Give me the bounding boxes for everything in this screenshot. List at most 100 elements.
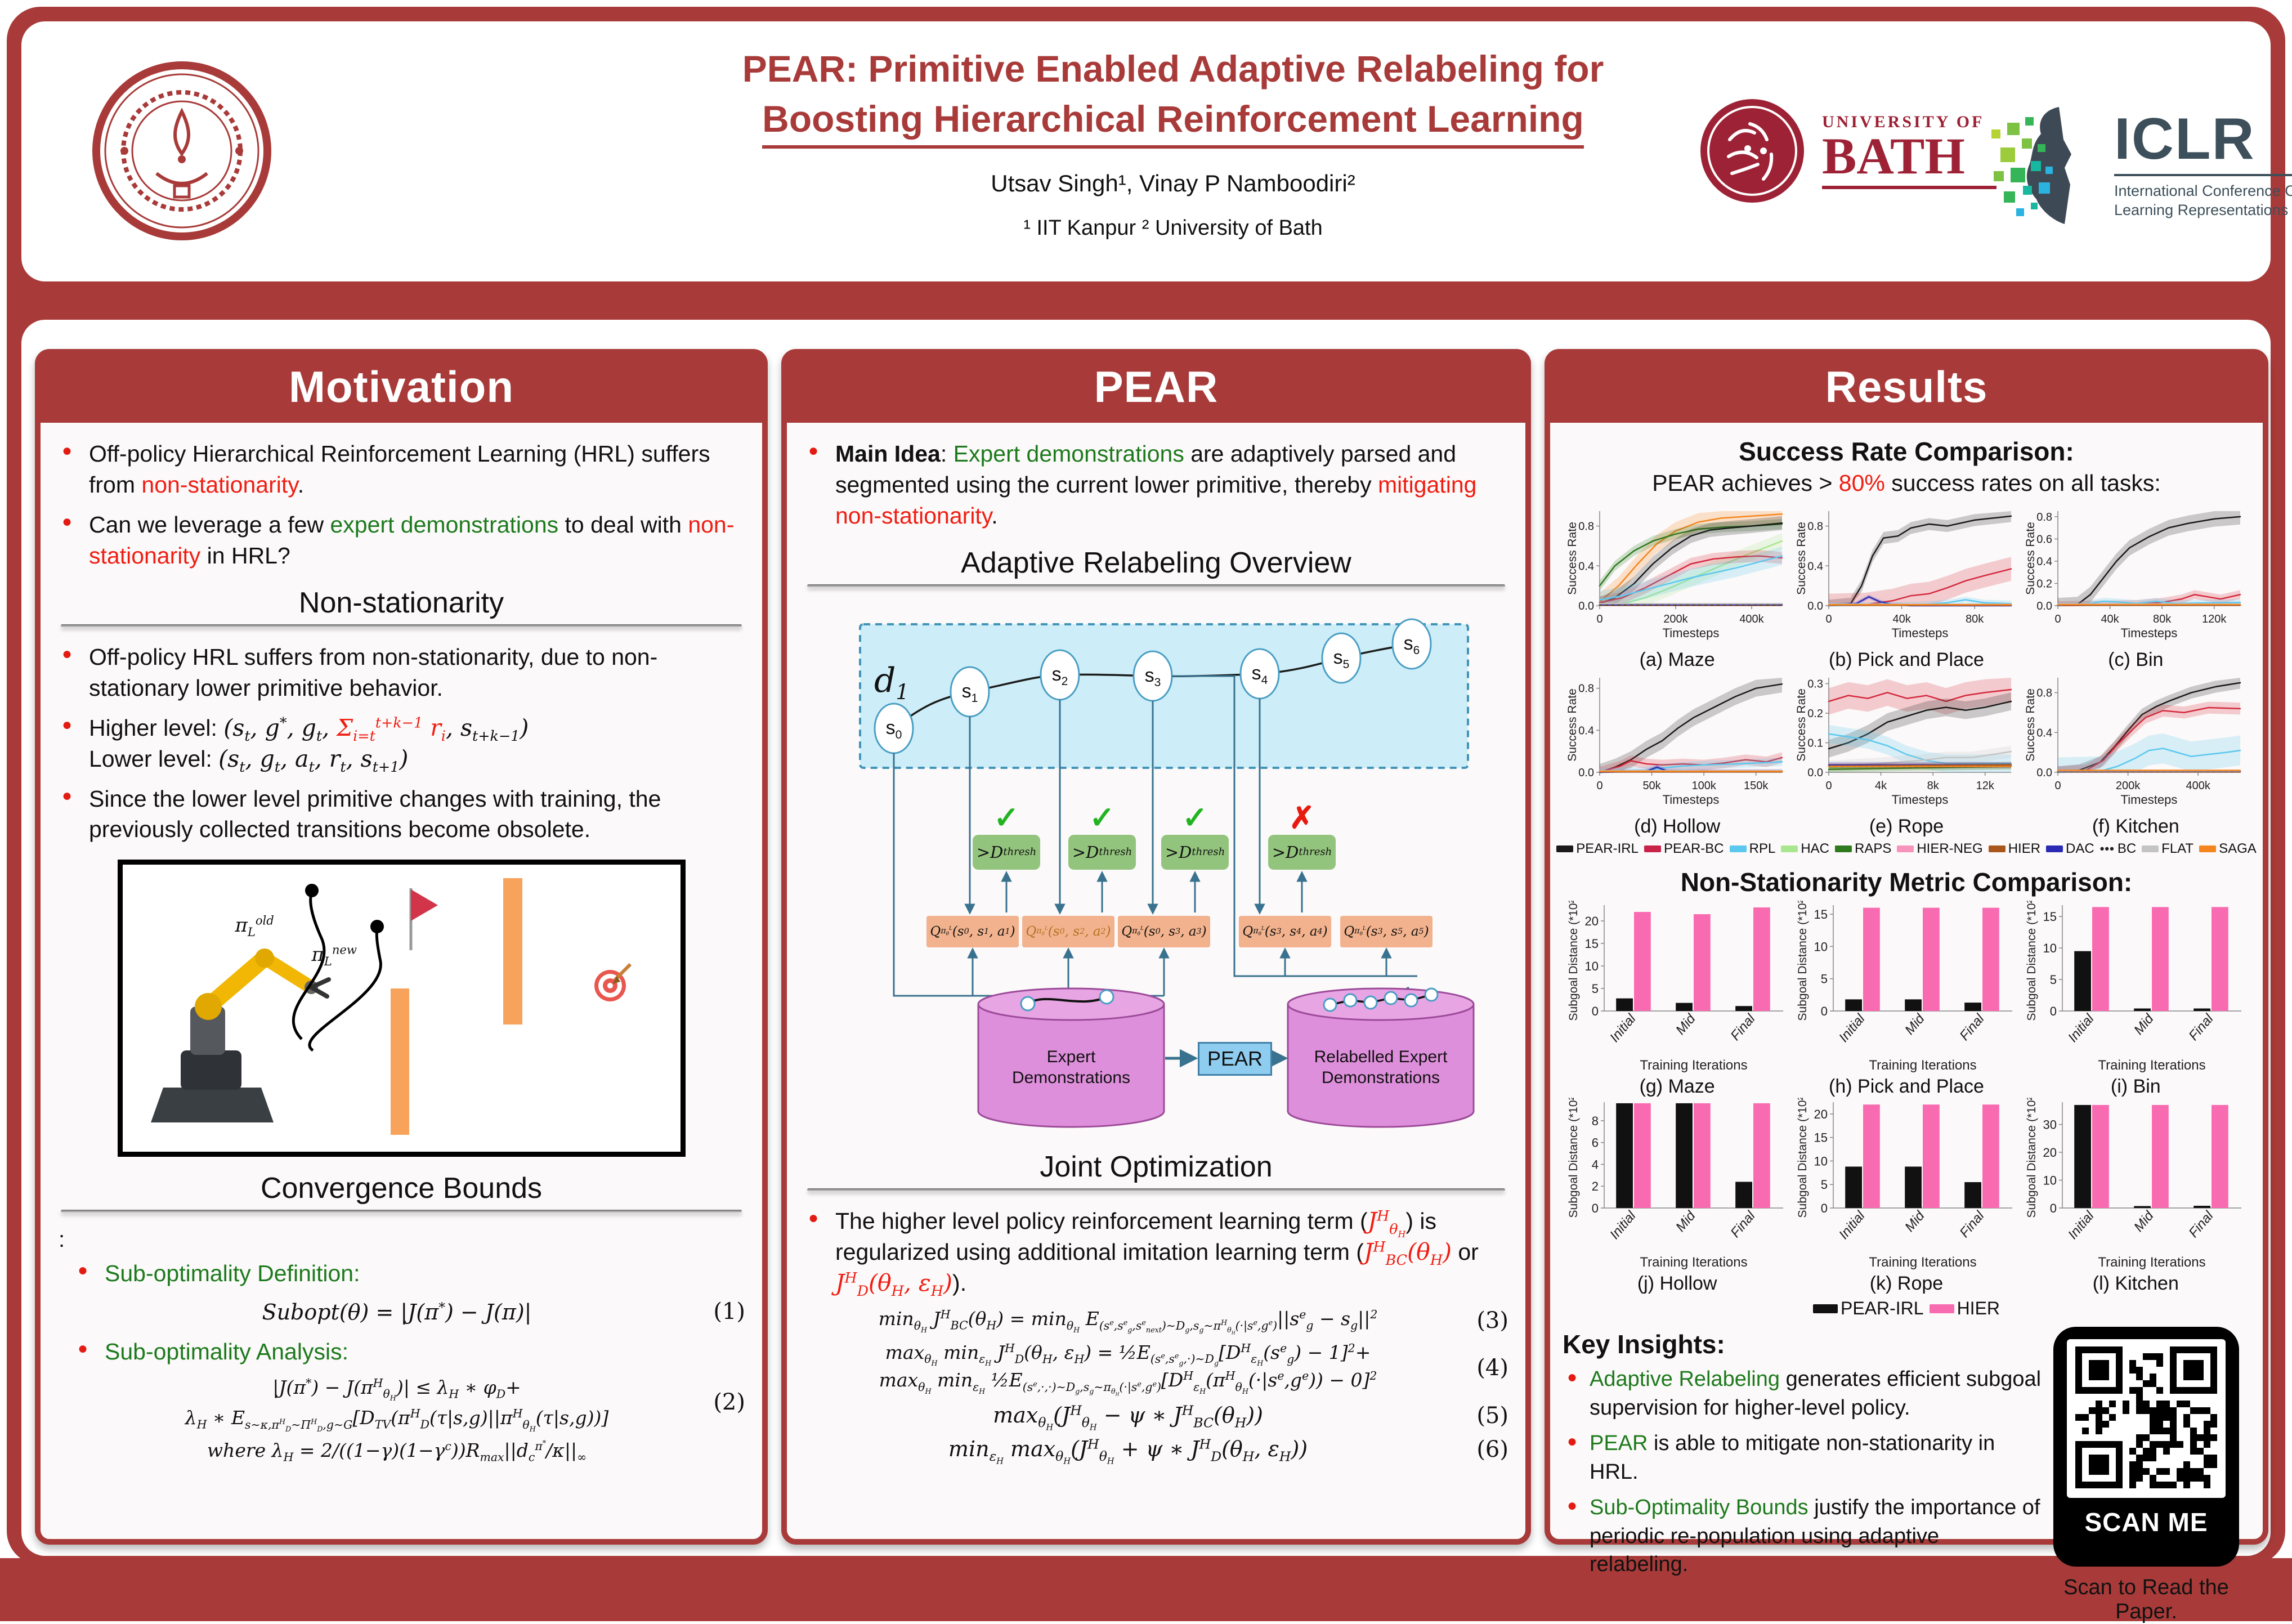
- svg-text:Timesteps: Timesteps: [1662, 626, 1719, 640]
- legend-item: HAC: [1781, 841, 1829, 857]
- svg-text:0.0: 0.0: [1578, 600, 1594, 612]
- svg-text:Mid: Mid: [2131, 1208, 2157, 1234]
- svg-text:30: 30: [2043, 1118, 2057, 1132]
- svg-text:Success Rate: Success Rate: [1567, 688, 1579, 762]
- relabelled-demos-label: Relabelled Expert Demonstrations: [1314, 1047, 1448, 1088]
- plot-pick-and-place: 0.0 0.4 0.8 0 40k 80k Success Rate Timesteps (b)…: [1795, 504, 2017, 671]
- svg-text:10: 10: [1814, 1154, 1828, 1168]
- qr-caption: Scan to Read the Paper.: [2063, 1576, 2229, 1623]
- legend-item: RPL: [1729, 841, 1775, 857]
- svg-text:0.2: 0.2: [2037, 578, 2053, 590]
- svg-text:0: 0: [1596, 780, 1602, 792]
- svg-text:12k: 12k: [1976, 780, 1995, 792]
- svg-text:10: 10: [2043, 1174, 2057, 1188]
- svg-text:Timesteps: Timesteps: [1662, 793, 1719, 807]
- success-rate-plots: 0.0 0.4 0.8 0 200k 400k Success Rate Timesteps(…: [1563, 504, 2250, 838]
- results-column: Results Success Rate Comparison: PEAR ac…: [1545, 349, 2268, 1623]
- legend-item: SAGA: [2199, 841, 2257, 857]
- svg-text:20: 20: [1584, 914, 1598, 928]
- results-header: Results: [1550, 355, 2263, 423]
- svg-text:50k: 50k: [1642, 780, 1661, 792]
- dthresh-box: >D thresh: [1268, 834, 1336, 870]
- svg-text:Success Rate: Success Rate: [2025, 688, 2037, 762]
- svg-text:15: 15: [2043, 910, 2057, 924]
- legend-item: HIER-NEG: [1897, 841, 1983, 857]
- equation-2-where: where λH = 2/((1−γ)(1−γc))Rmax||dcπ*/κ||…: [207, 1439, 587, 1464]
- section-convergence-bounds: Convergence Bounds: [260, 1172, 543, 1205]
- scan-me-label: SCAN ME: [2084, 1507, 2208, 1537]
- x-icon: ✗: [1289, 800, 1315, 835]
- section-adaptive-relabeling: Adaptive Relabeling Overview: [961, 546, 1351, 579]
- new-trajectory: [307, 928, 382, 1052]
- svg-text:0: 0: [1591, 1201, 1598, 1215]
- svg-text:0.8: 0.8: [1807, 521, 1823, 533]
- svg-text:10: 10: [1814, 939, 1828, 954]
- legend-item: FLAT: [2142, 841, 2193, 857]
- state-node-label: s1: [961, 681, 978, 705]
- expert-demos-label: Expert Demonstrations: [1011, 1047, 1131, 1088]
- svg-text:Subgoal Distance (*10²): Subgoal Distance (*10²): [2025, 1098, 2038, 1218]
- title-block: PEAR: Primitive Enabled Adaptive Relabel…: [576, 44, 1770, 240]
- svg-text:5: 5: [1821, 1178, 1828, 1192]
- section-joint-optimization: Joint Optimization: [1040, 1150, 1273, 1183]
- svg-text:0: 0: [2055, 613, 2061, 625]
- obstacle-bar: [503, 878, 522, 1025]
- svg-text:0.0: 0.0: [1578, 767, 1594, 779]
- bath-wordmark: BATH: [1822, 127, 1965, 185]
- authors: Utsav Singh¹, Vinay P Namboodiri²: [991, 170, 1355, 197]
- svg-text:20: 20: [1814, 1107, 1828, 1121]
- svg-text:15: 15: [1584, 937, 1598, 951]
- adaptive-relabeling-diagram: d1 s0 s1 s2 s3 s4 s5 s6 ✓ ✓ ✓ ✗ >D thresh…: [798, 602, 1499, 1135]
- svg-text:15: 15: [1814, 1131, 1828, 1145]
- state-node-label: s6: [1403, 633, 1420, 657]
- svg-text:6: 6: [1591, 1136, 1598, 1150]
- svg-text:200k: 200k: [1663, 613, 1688, 625]
- svg-text:0.2: 0.2: [1807, 708, 1823, 720]
- svg-text:Initial: Initial: [1836, 1011, 1868, 1045]
- svg-text:0: 0: [1821, 1201, 1828, 1215]
- svg-text:20: 20: [2043, 1146, 2057, 1160]
- convergence-bullets: Sub-optimality Definition: Subopt(θ) = |…: [73, 1258, 745, 1463]
- qr-block: SCAN ME Scan to Read the Paper.: [2042, 1327, 2250, 1624]
- equation-4: maxθH minεH JHD(θH, εH) = ½E(se,seg,·)∼D…: [879, 1341, 1508, 1397]
- svg-text:8: 8: [1591, 1114, 1598, 1128]
- svg-text:5: 5: [1591, 982, 1598, 996]
- bullet: Sub-optimality Definition: Subopt(θ) = |…: [73, 1258, 745, 1327]
- dthresh-box: >D thresh: [1068, 834, 1136, 870]
- svg-text:40k: 40k: [1892, 613, 1911, 625]
- equation-2: |J(π*) − J(πHθH)| ≤ λH ∗ φD+ λH ∗ Es∼κ,π…: [185, 1376, 745, 1433]
- obstacle-bar: [390, 988, 409, 1135]
- svg-text:Training Iterations: Training Iterations: [1869, 1058, 1976, 1073]
- svg-text:5: 5: [1821, 972, 1828, 986]
- svg-text:5: 5: [2050, 973, 2057, 987]
- pear-header: PEAR: [787, 355, 1525, 423]
- key-insights: Key Insights: Adaptive Relabeling genera…: [1563, 1327, 2250, 1624]
- svg-text:100k: 100k: [1691, 780, 1716, 792]
- plot-hollow: 0.0 0.4 0.8 0 50k 100k 150k Success Rate Timeste…: [1566, 671, 1788, 838]
- target-icon: [594, 963, 632, 1002]
- bullet: PEAR is able to mitigate non-stationarit…: [1563, 1429, 2042, 1487]
- pear-bullets: Main Idea: Expert demonstrations are ada…: [804, 439, 1508, 531]
- svg-text:Initial: Initial: [2065, 1011, 2097, 1045]
- bars-legend: PEAR-IRL HIER: [1563, 1298, 2250, 1319]
- svg-text:0.8: 0.8: [1578, 683, 1594, 695]
- bar-bin: 0 5 10 15 Initial Mid Final Subgoal Distance (*…: [2025, 896, 2246, 1098]
- svg-text:0.8: 0.8: [1578, 521, 1594, 533]
- bullet: Off-policy Hierarchical Reinforcement Le…: [57, 439, 745, 500]
- check-icon: ✓: [1089, 800, 1115, 835]
- plot-kitchen: 0.0 0.4 0.8 0 200k 400k Success Rate Timesteps(…: [2024, 671, 2246, 838]
- robot-arm-icon: [150, 949, 331, 1123]
- svg-text:0.6: 0.6: [2037, 533, 2053, 545]
- svg-text:Timesteps: Timesteps: [1892, 626, 1949, 640]
- svg-text:Subgoal Distance (*10²): Subgoal Distance (*10²): [1796, 901, 1809, 1021]
- svg-text:150k: 150k: [1744, 780, 1769, 792]
- stray-colon: :: [59, 1227, 65, 1252]
- bullet: Adaptive Relabeling generates efficient …: [1563, 1365, 2042, 1422]
- nonstationarity-plots: 0 5 10 15 20 Initial Mid Final Subgoal Distance …: [1563, 896, 2250, 1295]
- motivation-column: Motivation Off-policy Hierarchical Reinf…: [35, 349, 768, 1545]
- bullet: The higher level policy reinforcement le…: [804, 1206, 1508, 1299]
- svg-text:15: 15: [1814, 907, 1828, 921]
- svg-text:0.0: 0.0: [2037, 600, 2053, 612]
- bullet: Higher level: (st, g*, gt, Σi=tt+k−1 ri,…: [57, 713, 745, 775]
